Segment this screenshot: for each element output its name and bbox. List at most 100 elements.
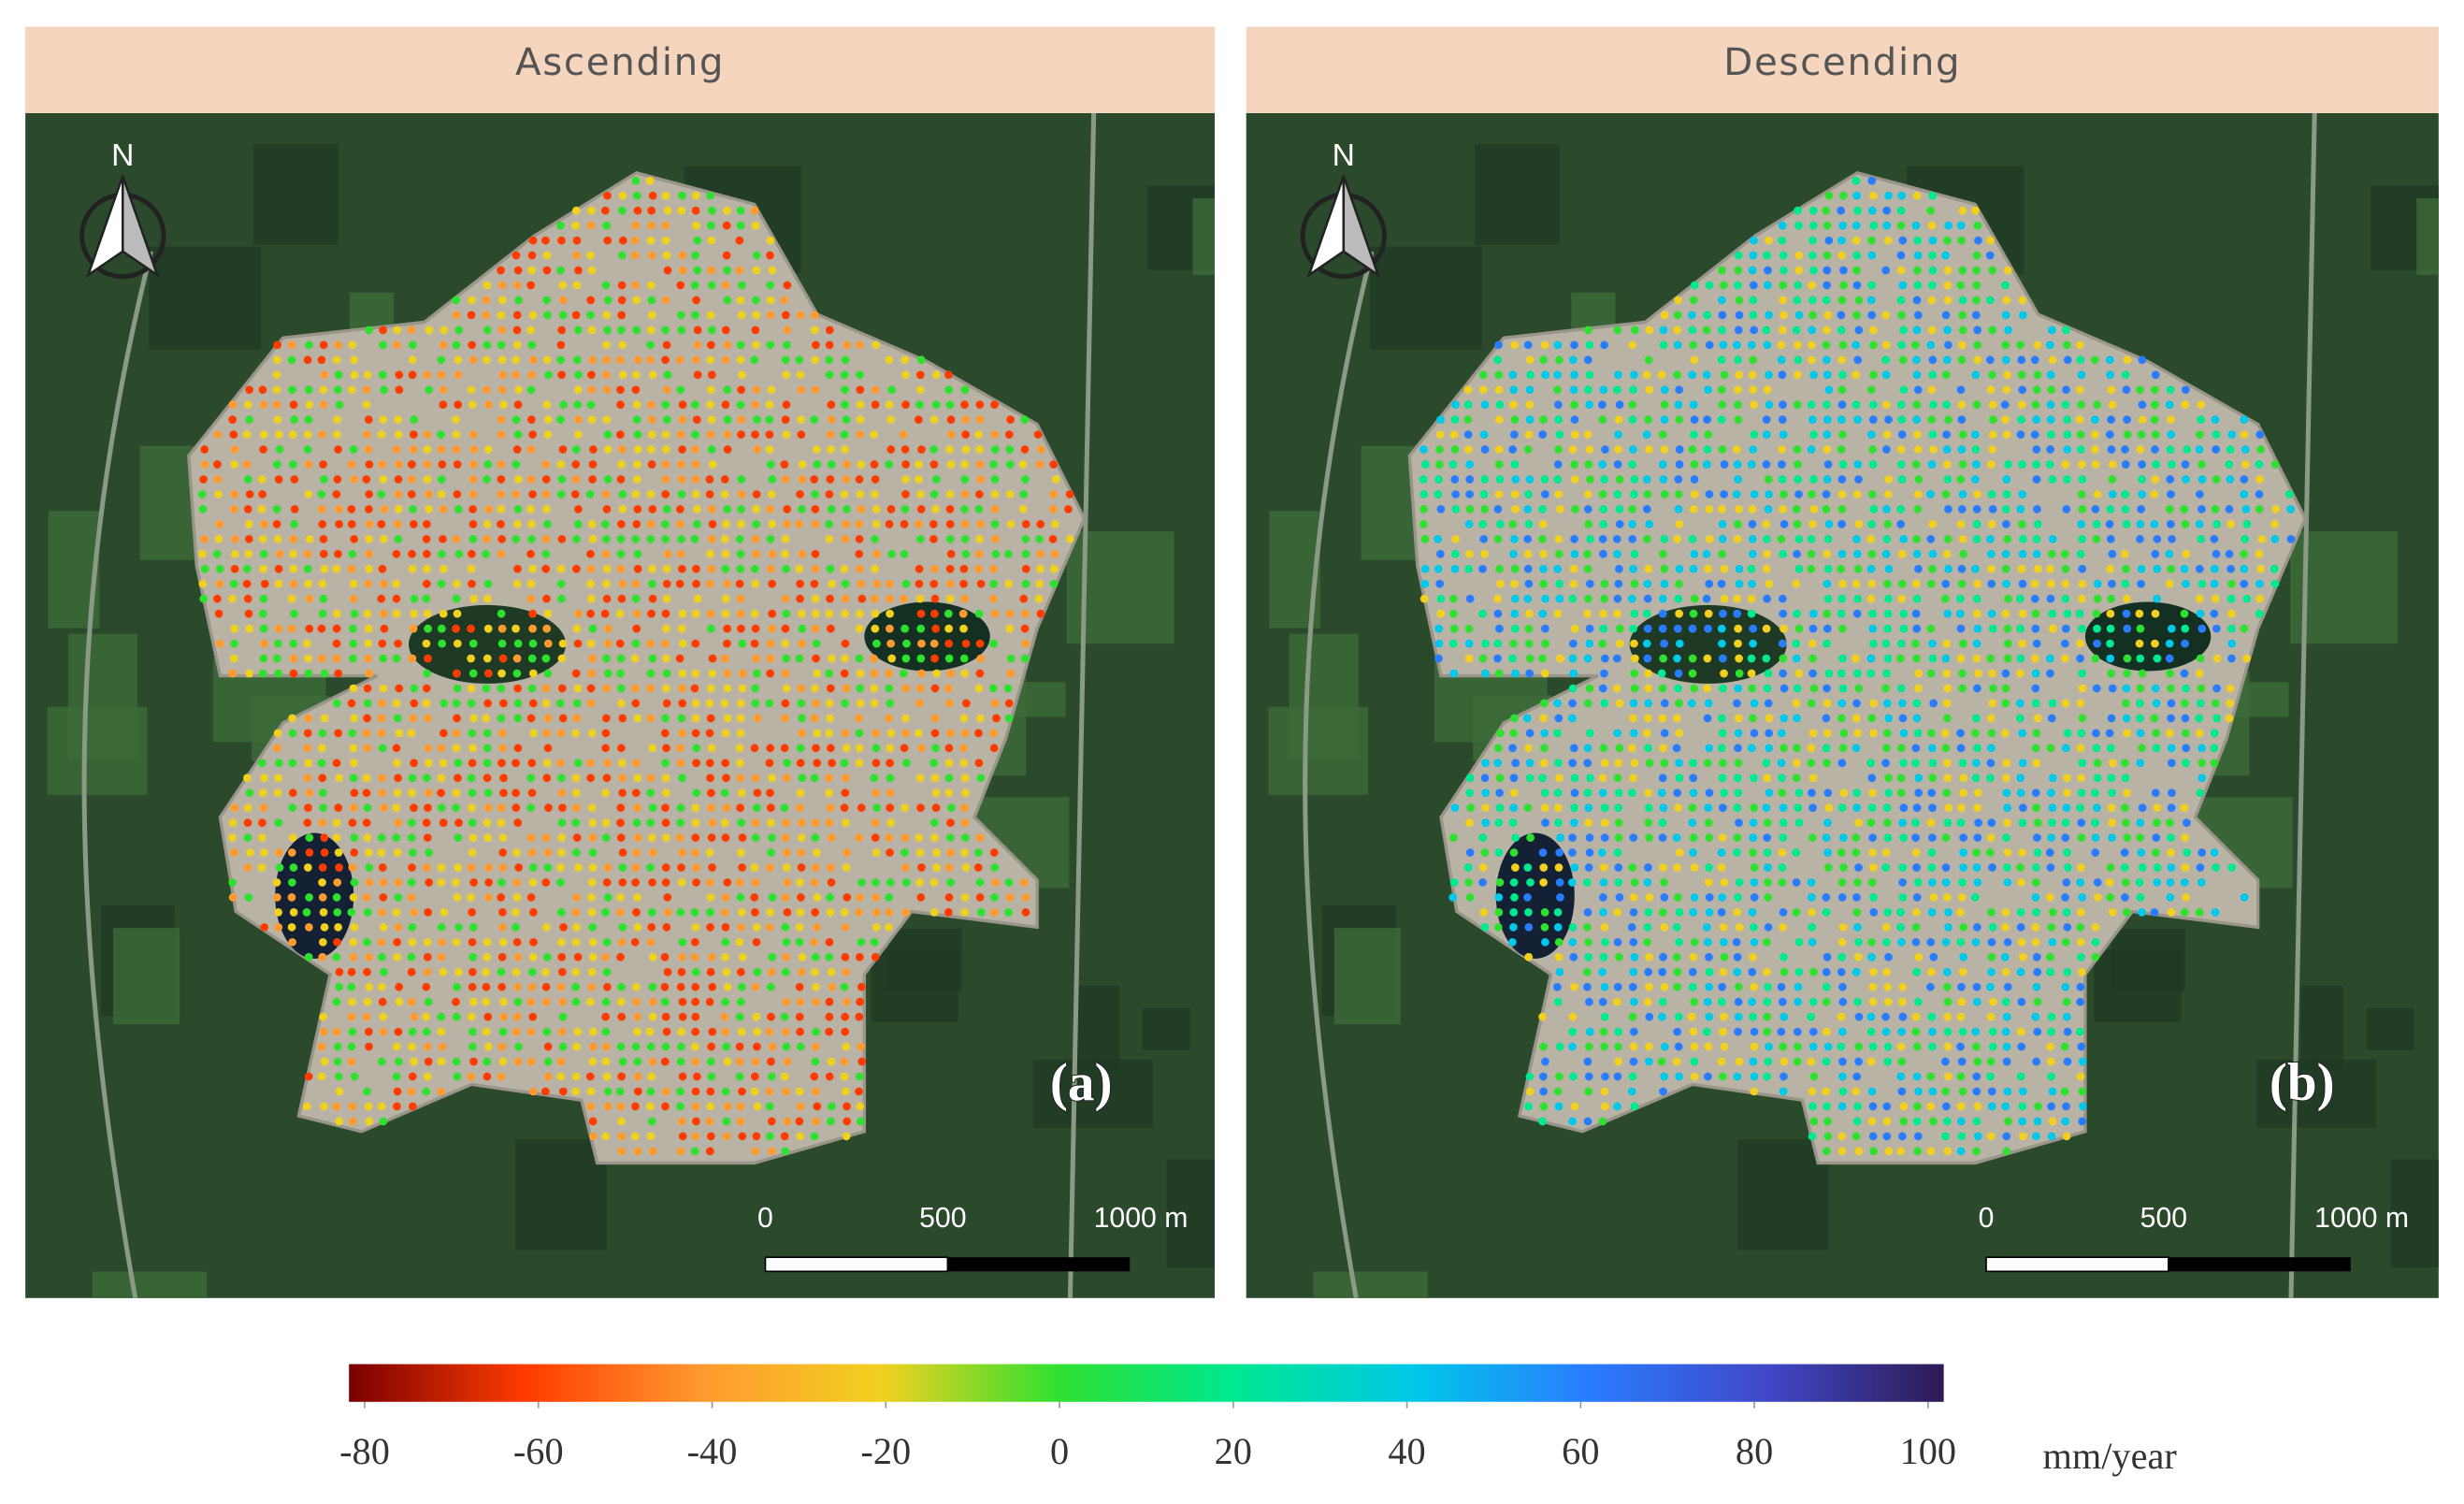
velocity-point <box>1897 415 1907 424</box>
velocity-point <box>1525 400 1535 410</box>
velocity-point <box>1943 818 1952 827</box>
velocity-point <box>394 774 402 783</box>
velocity-point <box>1585 639 1594 648</box>
velocity-point <box>1658 460 1667 469</box>
velocity-point <box>989 908 999 917</box>
velocity-point <box>319 340 328 350</box>
velocity-point <box>1897 1087 1907 1096</box>
velocity-point <box>1763 684 1772 693</box>
velocity-point <box>542 266 552 275</box>
velocity-point <box>813 759 822 768</box>
velocity-point <box>2091 833 2100 842</box>
velocity-point <box>782 937 791 947</box>
velocity-point <box>692 564 700 573</box>
velocity-point <box>260 519 268 528</box>
velocity-point <box>541 967 550 976</box>
velocity-point <box>2240 415 2249 424</box>
velocity-point <box>1005 893 1015 902</box>
velocity-point <box>1881 684 1890 693</box>
velocity-point <box>677 878 686 887</box>
velocity-point <box>2108 579 2116 588</box>
velocity-point <box>990 609 1000 618</box>
velocity-point <box>1688 982 1697 991</box>
velocity-point <box>513 505 523 513</box>
velocity-point <box>275 549 284 558</box>
velocity-point <box>616 818 625 827</box>
velocity-point <box>1718 893 1727 902</box>
velocity-point <box>648 654 657 663</box>
velocity-point <box>1614 818 1623 827</box>
velocity-point <box>825 1012 834 1021</box>
velocity-point <box>1852 699 1861 708</box>
velocity-point <box>1510 714 1519 723</box>
velocity-point <box>662 564 671 573</box>
velocity-point <box>1704 385 1712 395</box>
velocity-point <box>1704 624 1712 633</box>
velocity-point <box>692 490 700 499</box>
velocity-point <box>1911 221 1921 230</box>
velocity-point <box>2197 684 2206 693</box>
velocity-point <box>900 594 908 603</box>
velocity-point <box>768 1147 776 1156</box>
velocity-point <box>512 878 522 887</box>
velocity-point <box>1882 430 1892 439</box>
velocity-point <box>1928 759 1938 768</box>
velocity-point <box>514 863 524 872</box>
velocity-point <box>1526 878 1535 887</box>
scale-bar-white <box>764 1256 949 1273</box>
velocity-point <box>318 654 326 663</box>
velocity-point <box>586 639 596 648</box>
velocity-point <box>588 863 598 872</box>
velocity-point <box>1036 564 1045 573</box>
velocity-point <box>796 788 805 798</box>
velocity-point <box>1613 594 1622 603</box>
velocity-point <box>335 1087 344 1096</box>
velocity-point <box>721 937 730 947</box>
velocity-point <box>572 893 582 902</box>
velocity-point <box>1881 759 1890 768</box>
velocity-point <box>2195 908 2204 917</box>
velocity-point <box>615 1087 625 1096</box>
velocity-point <box>1599 863 1608 872</box>
velocity-point <box>1600 1042 1608 1051</box>
velocity-point <box>1703 654 1712 663</box>
velocity-point <box>602 355 612 365</box>
velocity-point <box>572 251 582 260</box>
velocity-point <box>1958 1027 1967 1036</box>
velocity-point <box>721 609 730 618</box>
velocity-point <box>2001 609 2010 618</box>
velocity-point <box>392 579 401 588</box>
velocity-point <box>813 669 822 678</box>
velocity-point <box>1837 1102 1847 1111</box>
velocity-point <box>2138 908 2146 917</box>
velocity-point <box>454 967 463 976</box>
velocity-point <box>1614 833 1623 842</box>
velocity-point <box>690 952 699 962</box>
velocity-point <box>1958 311 1967 320</box>
velocity-point <box>512 415 521 424</box>
velocity-point <box>1852 1117 1862 1126</box>
velocity-point <box>498 937 508 947</box>
velocity-point <box>2033 848 2042 857</box>
velocity-point <box>2018 385 2027 395</box>
velocity-point <box>676 1057 685 1066</box>
velocity-point <box>842 475 851 484</box>
velocity-point <box>1971 1027 1981 1036</box>
velocity-point <box>736 893 745 902</box>
velocity-point <box>2151 639 2159 648</box>
velocity-point <box>2150 490 2159 499</box>
velocity-point <box>752 296 760 305</box>
velocity-point <box>2106 564 2114 573</box>
velocity-point <box>1974 236 1982 245</box>
velocity-point <box>1779 833 1788 842</box>
velocity-point <box>468 818 477 827</box>
velocity-point <box>332 759 341 768</box>
velocity-point <box>1837 505 1847 513</box>
velocity-point <box>2078 967 2086 976</box>
velocity-point <box>1899 729 1909 738</box>
velocity-point <box>2032 639 2041 648</box>
velocity-point <box>990 430 999 439</box>
velocity-point <box>497 729 507 738</box>
velocity-point <box>543 1042 553 1051</box>
velocity-point <box>843 893 852 902</box>
